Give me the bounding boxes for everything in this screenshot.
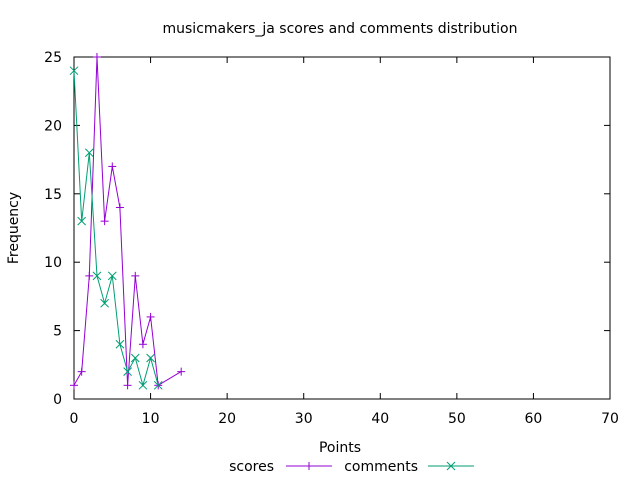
x-tick-label: 60 (525, 411, 543, 427)
data-point-comments (77, 216, 87, 226)
axis-ticks: 0 10 20 30 40 50 60 70 0 5 10 15 20 25 (44, 50, 619, 427)
legend-marker-comments (446, 461, 456, 471)
data-point-comments (138, 380, 148, 390)
data-point-comments (107, 271, 117, 281)
series-line-comments (73, 70, 159, 388)
data-point-scores (77, 367, 86, 376)
y-tick-label: 5 (53, 324, 62, 340)
legend-label-comments: comments (344, 459, 418, 475)
series-layer (69, 53, 186, 390)
data-point-scores (92, 53, 101, 61)
legend-label-scores: scores (229, 459, 274, 475)
x-axis-label: Points (319, 440, 361, 456)
x-tick-label: 10 (142, 411, 160, 427)
x-tick-label: 70 (601, 411, 619, 427)
data-point-comments (115, 339, 125, 349)
y-tick-label: 0 (53, 392, 62, 408)
data-point-scores (131, 271, 140, 280)
data-point-scores (177, 367, 186, 376)
x-tick-label: 0 (70, 411, 79, 427)
data-point-comments (123, 367, 132, 376)
data-point-comments (100, 298, 109, 308)
plot-border (73, 56, 611, 400)
data-point-comments (130, 353, 140, 363)
series-comments (69, 66, 163, 390)
y-tick-label: 10 (44, 255, 62, 271)
y-tick-label: 25 (44, 50, 62, 66)
x-tick-label: 50 (448, 411, 466, 427)
data-point-comments (84, 148, 94, 158)
data-point-scores (123, 381, 132, 390)
x-tick-label: 40 (371, 411, 389, 427)
x-tick-label: 30 (295, 411, 313, 427)
data-point-scores (70, 381, 78, 390)
data-point-comments (146, 353, 155, 363)
x-tick-label: 20 (218, 411, 236, 427)
series-scores (70, 53, 186, 390)
y-tick-label: 20 (44, 118, 62, 134)
y-tick-label: 15 (44, 187, 62, 203)
data-point-scores (115, 203, 124, 212)
plot-frame (73, 56, 611, 400)
data-point-comments (153, 380, 163, 390)
legend-marker-scores (305, 462, 313, 470)
data-point-scores (146, 312, 155, 321)
data-point-scores (138, 340, 147, 349)
y-axis-label: Frequency (6, 192, 22, 264)
data-point-scores (100, 217, 109, 226)
data-point-scores (85, 271, 94, 280)
data-point-comments (69, 66, 79, 76)
data-point-comments (92, 271, 102, 281)
chart-title: musicmakers_ja scores and comments distr… (163, 21, 518, 37)
series-line-scores (73, 56, 182, 387)
data-point-scores (108, 162, 117, 171)
legend: scores comments (229, 459, 474, 475)
